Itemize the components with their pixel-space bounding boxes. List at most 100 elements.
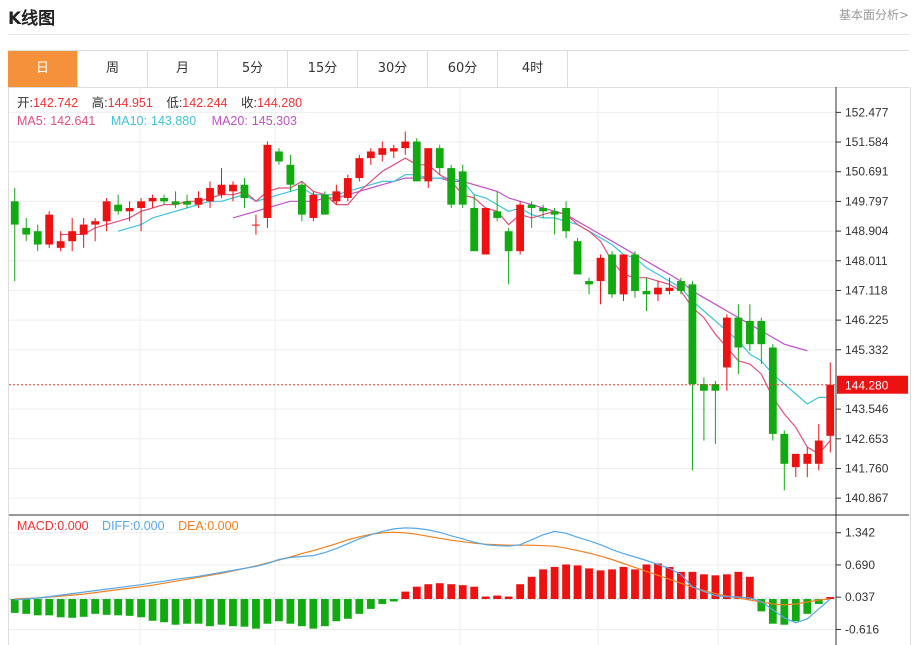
macd-bar[interactable] <box>573 565 582 600</box>
macd-bar[interactable] <box>229 599 237 627</box>
candle[interactable] <box>206 181 214 208</box>
macd-bar[interactable] <box>447 584 456 600</box>
candle[interactable] <box>734 304 743 375</box>
candle[interactable] <box>194 191 203 208</box>
macd-bar[interactable] <box>826 597 835 600</box>
tab-4hour[interactable]: 4时 <box>498 51 568 87</box>
candle[interactable] <box>608 251 616 298</box>
candle[interactable] <box>688 281 697 471</box>
candle[interactable] <box>722 314 731 391</box>
candle[interactable] <box>286 154 295 192</box>
tab-day[interactable]: 日 <box>8 51 78 87</box>
macd-bar[interactable] <box>791 599 800 622</box>
candle[interactable] <box>389 144 398 159</box>
tab-30min[interactable]: 30分 <box>358 51 428 87</box>
macd-bar[interactable] <box>412 586 421 600</box>
macd-bar[interactable] <box>320 599 329 627</box>
macd-bar[interactable] <box>217 599 226 625</box>
candle[interactable] <box>22 217 31 242</box>
macd-bar[interactable] <box>206 599 214 627</box>
macd-bar[interactable] <box>814 599 823 604</box>
candle[interactable] <box>481 207 490 255</box>
candle[interactable] <box>700 377 708 441</box>
candle[interactable] <box>424 148 433 189</box>
candle[interactable] <box>665 277 674 295</box>
candle[interactable] <box>447 164 456 208</box>
macd-bar[interactable] <box>734 571 743 600</box>
candle[interactable] <box>654 281 662 301</box>
candle[interactable] <box>412 138 421 182</box>
candle[interactable] <box>263 141 272 228</box>
macd-bar[interactable] <box>309 599 318 629</box>
candle[interactable] <box>240 178 249 208</box>
macd-bar[interactable] <box>114 599 123 616</box>
candle[interactable] <box>320 191 329 215</box>
candle[interactable] <box>504 227 513 285</box>
macd-bar[interactable] <box>297 599 306 627</box>
macd-bar[interactable] <box>45 599 54 616</box>
macd-bar[interactable] <box>780 599 789 625</box>
macd-bar[interactable] <box>608 569 616 600</box>
macd-bar[interactable] <box>194 599 203 624</box>
candle[interactable] <box>332 184 341 205</box>
macd-bar[interactable] <box>665 566 674 600</box>
macd-bar[interactable] <box>68 599 77 618</box>
candle[interactable] <box>297 181 306 222</box>
macd-bar[interactable] <box>183 599 191 624</box>
macd-bar[interactable] <box>493 595 502 600</box>
macd-bar[interactable] <box>33 599 42 616</box>
macd-bar[interactable] <box>125 599 134 616</box>
candle[interactable] <box>33 224 42 252</box>
candle[interactable] <box>125 201 134 222</box>
macd-bar[interactable] <box>102 599 111 615</box>
macd-bar[interactable] <box>378 599 387 604</box>
macd-bar[interactable] <box>458 585 467 600</box>
macd-bar[interactable] <box>516 584 525 600</box>
candle[interactable] <box>803 447 812 478</box>
candle[interactable] <box>585 277 593 295</box>
macd-bar[interactable] <box>596 570 605 600</box>
tab-week[interactable]: 周 <box>78 51 148 87</box>
candle[interactable] <box>378 141 387 162</box>
macd-bar[interactable] <box>435 583 444 600</box>
macd-bar[interactable] <box>148 599 157 621</box>
macd-bar[interactable] <box>332 599 341 622</box>
tab-15min[interactable]: 15分 <box>288 51 358 87</box>
macd-bar[interactable] <box>654 563 662 600</box>
macd-bar[interactable] <box>585 568 593 600</box>
candle[interactable] <box>562 201 570 238</box>
macd-bar[interactable] <box>711 575 720 600</box>
candle[interactable] <box>550 207 559 235</box>
macd-bar[interactable] <box>481 596 490 600</box>
macd-bar[interactable] <box>470 586 479 600</box>
macd-bar[interactable] <box>389 599 398 602</box>
tab-5min[interactable]: 5分 <box>218 51 288 87</box>
macd-bar[interactable] <box>539 569 548 600</box>
macd-bar[interactable] <box>700 574 708 600</box>
candle[interactable] <box>745 304 754 351</box>
macd-bar[interactable] <box>677 571 685 600</box>
macd-bar[interactable] <box>171 599 180 625</box>
macd-bar[interactable] <box>137 599 145 618</box>
candle[interactable] <box>768 344 777 441</box>
tab-60min[interactable]: 60分 <box>428 51 498 87</box>
candle[interactable] <box>10 188 19 282</box>
candle[interactable] <box>711 380 720 444</box>
candle[interactable] <box>56 231 65 252</box>
candle[interactable] <box>183 194 191 208</box>
candle[interactable] <box>171 191 180 208</box>
macd-bar[interactable] <box>722 574 731 600</box>
candle[interactable] <box>642 277 651 311</box>
candle[interactable] <box>366 148 375 165</box>
macd-bar[interactable] <box>504 596 513 600</box>
candle[interactable] <box>252 214 260 235</box>
macd-bar[interactable] <box>252 599 260 629</box>
candle[interactable] <box>516 201 525 255</box>
macd-bar[interactable] <box>22 599 31 614</box>
fundamental-analysis-link[interactable]: 基本面分析> <box>838 8 909 22</box>
candle[interactable] <box>309 191 318 222</box>
macd-bar[interactable] <box>343 599 352 619</box>
candle[interactable] <box>458 164 467 208</box>
candle[interactable] <box>79 217 88 248</box>
macd-bar[interactable] <box>803 599 812 614</box>
